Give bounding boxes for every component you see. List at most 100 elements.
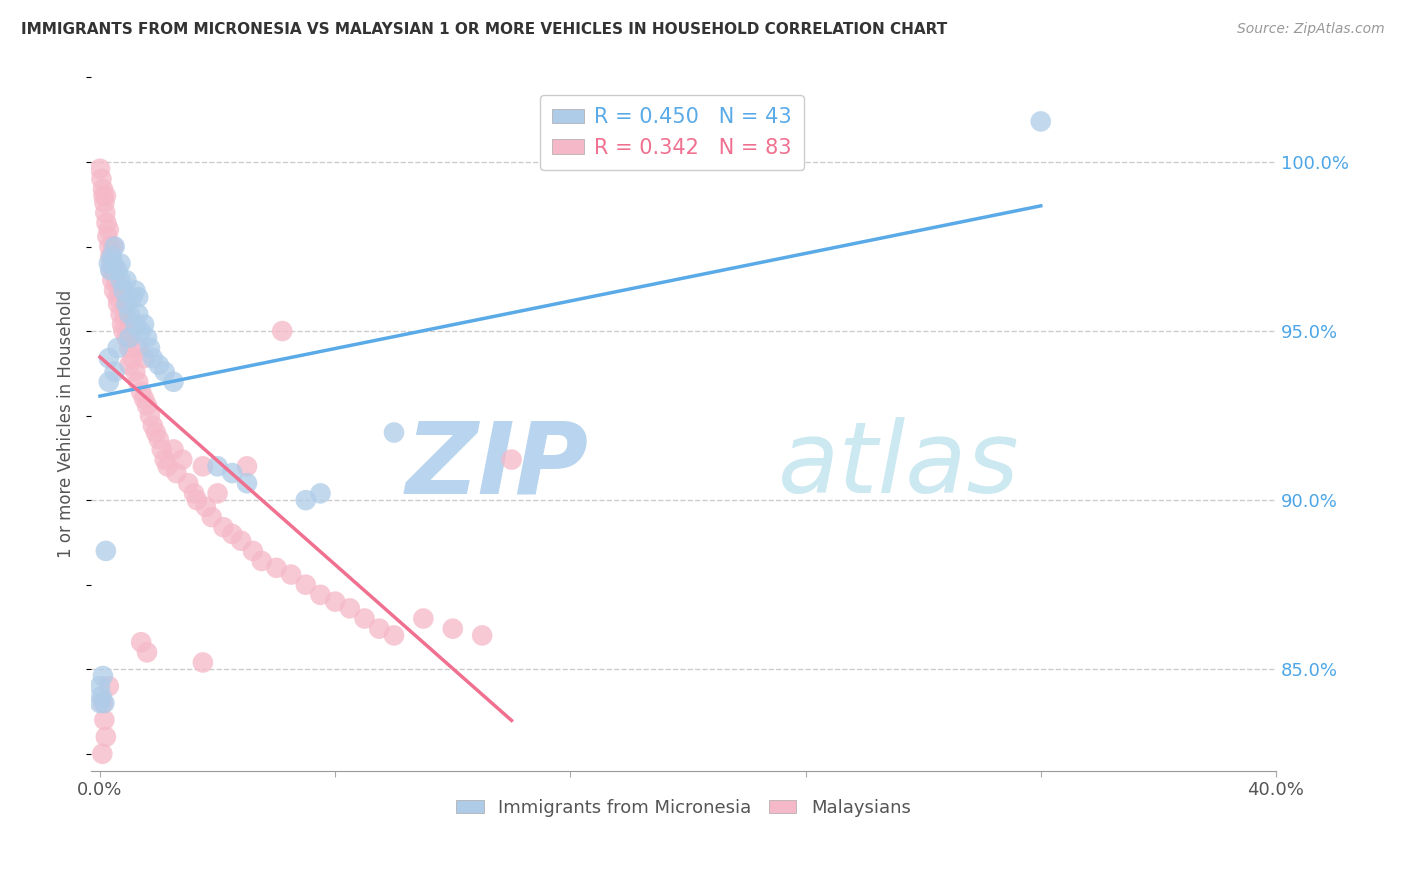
Point — [97, 222, 120, 236]
Point — [114, 307, 136, 321]
Point — [280, 567, 302, 582]
Point — [97, 351, 120, 365]
Point — [136, 399, 159, 413]
Point — [100, 250, 122, 264]
Text: Source: ZipAtlas.com: Source: ZipAtlas.com — [1237, 22, 1385, 37]
Point — [236, 459, 259, 474]
Point — [101, 273, 124, 287]
Point — [90, 690, 112, 704]
Point — [118, 307, 141, 321]
Point — [353, 611, 375, 625]
Point — [294, 577, 316, 591]
Point — [115, 331, 138, 345]
Point — [105, 273, 128, 287]
Point — [118, 331, 141, 345]
Point — [323, 594, 346, 608]
Point — [153, 452, 176, 467]
Point — [139, 341, 162, 355]
Point — [162, 442, 184, 457]
Legend: Immigrants from Micronesia, Malaysians: Immigrants from Micronesia, Malaysians — [449, 791, 918, 824]
Point — [183, 486, 205, 500]
Point — [127, 290, 149, 304]
Point — [172, 452, 194, 467]
Point — [471, 628, 494, 642]
Point — [441, 622, 464, 636]
Point — [98, 250, 121, 264]
Point — [266, 561, 288, 575]
Point — [271, 324, 294, 338]
Point — [229, 533, 252, 548]
Point — [94, 205, 117, 219]
Point — [90, 172, 112, 186]
Point — [89, 679, 111, 693]
Point — [294, 493, 316, 508]
Point — [107, 297, 129, 311]
Point — [93, 696, 115, 710]
Point — [118, 358, 141, 372]
Point — [89, 696, 111, 710]
Point — [368, 622, 391, 636]
Point — [97, 375, 120, 389]
Point — [110, 273, 132, 287]
Point — [382, 628, 405, 642]
Point — [221, 527, 243, 541]
Point — [148, 432, 170, 446]
Point — [104, 239, 127, 253]
Point — [94, 189, 117, 203]
Point — [124, 284, 146, 298]
Point — [117, 324, 139, 338]
Point — [104, 263, 127, 277]
Point — [100, 256, 122, 270]
Point — [191, 656, 214, 670]
Point — [124, 318, 146, 332]
Point — [165, 466, 187, 480]
Point — [91, 182, 114, 196]
Point — [207, 459, 229, 474]
Point — [91, 747, 114, 761]
Point — [132, 318, 155, 332]
Point — [111, 318, 134, 332]
Point — [93, 195, 115, 210]
Point — [177, 476, 200, 491]
Point — [112, 284, 135, 298]
Point — [250, 554, 273, 568]
Point — [98, 263, 121, 277]
Point — [121, 290, 143, 304]
Point — [242, 544, 264, 558]
Point — [96, 229, 118, 244]
Point — [108, 284, 131, 298]
Point — [96, 216, 118, 230]
Point — [127, 341, 149, 355]
Point — [91, 696, 114, 710]
Point — [136, 331, 159, 345]
Point — [153, 365, 176, 379]
Point — [107, 290, 129, 304]
Point — [93, 713, 115, 727]
Point — [97, 679, 120, 693]
Point — [139, 409, 162, 423]
Point — [118, 341, 141, 355]
Point — [501, 452, 523, 467]
Point — [100, 263, 122, 277]
Text: ZIP: ZIP — [406, 417, 589, 514]
Point — [129, 635, 152, 649]
Point — [142, 351, 165, 365]
Point — [115, 273, 138, 287]
Point — [121, 351, 143, 365]
Point — [129, 324, 152, 338]
Point — [339, 601, 361, 615]
Point — [97, 256, 120, 270]
Point — [150, 442, 173, 457]
Point — [201, 510, 224, 524]
Point — [127, 307, 149, 321]
Point — [132, 392, 155, 406]
Point — [191, 459, 214, 474]
Point — [107, 341, 129, 355]
Text: IMMIGRANTS FROM MICRONESIA VS MALAYSIAN 1 OR MORE VEHICLES IN HOUSEHOLD CORRELAT: IMMIGRANTS FROM MICRONESIA VS MALAYSIAN … — [21, 22, 948, 37]
Point — [162, 375, 184, 389]
Point — [136, 645, 159, 659]
Point — [148, 358, 170, 372]
Point — [236, 476, 259, 491]
Point — [104, 365, 127, 379]
Point — [115, 297, 138, 311]
